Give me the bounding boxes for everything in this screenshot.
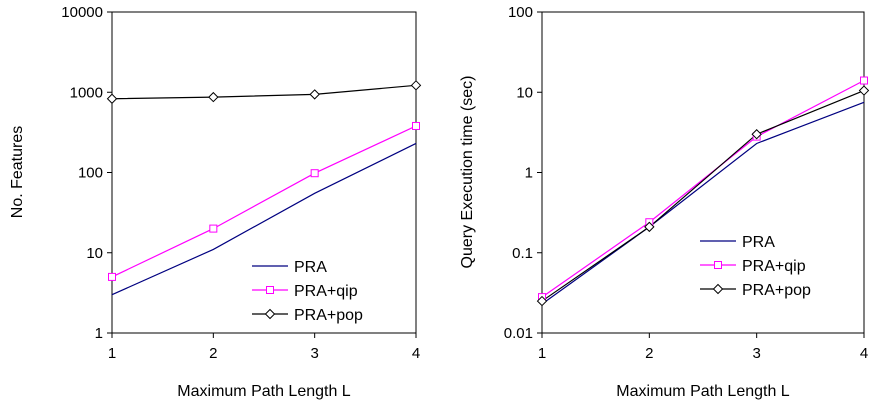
x-tick-label: 1: [538, 345, 546, 362]
y-axis-label: Query Execution time (sec): [459, 76, 476, 269]
legend: PRA PRA+qip PRA+pop: [252, 259, 363, 324]
legend-label-pra-pop: PRA+pop: [742, 282, 811, 299]
y-tick-label: 10: [516, 84, 533, 101]
series-line-pra-qip: [111, 125, 417, 278]
series-lines: [541, 79, 865, 305]
x-tick-label: 2: [645, 345, 653, 362]
legend-label-pra-qip: PRA+qip: [294, 283, 358, 300]
y-tick-label: 10: [86, 245, 103, 262]
data-point-pra-qip: [209, 224, 218, 233]
data-point-pra-qip: [860, 76, 868, 85]
data-point-pra-pop: [309, 89, 320, 100]
tick-marks: [107, 11, 417, 338]
y-tick-label: 1: [525, 165, 533, 182]
data-point-pra-pop: [536, 295, 548, 307]
legend: PRA PRA+qip PRA+pop: [700, 234, 811, 299]
data-point-pra-pop: [106, 93, 118, 104]
x-tick-label: 2: [209, 345, 217, 362]
series-line-pra-pop: [111, 84, 417, 100]
y-axis-label: No. Features: [9, 126, 26, 218]
x-tick-label: 4: [412, 345, 420, 362]
series-line-pra-pop: [541, 89, 865, 302]
x-axis-label: Maximum Path Length L: [616, 383, 790, 400]
y-tick-label: 100: [508, 4, 533, 21]
legend-label-pra: PRA: [742, 234, 775, 251]
data-point-pra-pop: [208, 91, 219, 103]
x-tick-label: 3: [752, 345, 760, 362]
data-point-pra-qip: [310, 169, 319, 178]
y-tick-label: 1000: [70, 84, 103, 101]
series-line-pra: [111, 142, 417, 296]
series-line-pra-qip: [541, 79, 865, 298]
chart-features: 1 2 3 4 1 10 100 1000 10000 Maximum Path Length …: [9, 4, 422, 400]
legend-marker-pra-pop: [712, 283, 724, 295]
series-lines: [111, 84, 417, 296]
data-point-pra-pop: [410, 80, 422, 91]
x-tick-label: 3: [310, 345, 318, 362]
tick-labels: 1 2 3 4 1 10 100 1000 10000: [61, 4, 420, 362]
data-point-pra-pop: [858, 85, 870, 96]
legend-marker-pra-qip: [266, 286, 274, 294]
legend-label-pra-qip: PRA+qip: [742, 258, 806, 275]
y-tick-label: 100: [78, 165, 103, 182]
series-line-pra: [541, 101, 865, 305]
data-point-pra-pop: [644, 221, 655, 233]
plot-frame: [111, 11, 417, 334]
legend-marker-pra-pop: [264, 308, 276, 320]
data-point-pra-qip: [108, 272, 116, 281]
y-tick-label: 0.01: [504, 325, 533, 342]
data-point-pra-pop: [751, 129, 762, 140]
y-tick-label: 1: [95, 325, 103, 342]
tick-labels: 1 2 3 4 0.01 0.1 1 10 100: [504, 4, 868, 362]
series-markers: [536, 76, 870, 307]
x-tick-label: 4: [860, 345, 868, 362]
y-tick-label: 0.1: [512, 245, 533, 262]
x-tick-label: 1: [108, 345, 116, 362]
legend-marker-pra-qip: [714, 261, 722, 269]
x-axis-label: Maximum Path Length L: [177, 383, 351, 400]
data-point-pra-qip: [412, 121, 420, 130]
series-markers: [106, 80, 422, 281]
y-tick-label: 10000: [61, 4, 103, 21]
plot-frame: [541, 11, 865, 334]
legend-label-pra: PRA: [294, 259, 327, 276]
legend-label-pra-pop: PRA+pop: [294, 307, 363, 324]
tick-marks: [537, 11, 865, 338]
